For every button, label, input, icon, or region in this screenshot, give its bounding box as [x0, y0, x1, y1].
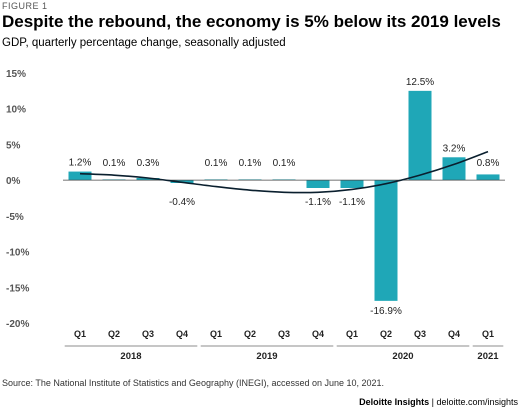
data-label: -16.9% [370, 306, 402, 317]
x-tick-label: Q3 [142, 329, 154, 339]
data-label: 1.2% [69, 158, 92, 169]
chart-subtitle: GDP, quarterly percentage change, season… [2, 37, 286, 49]
data-label: 3.2% [443, 143, 466, 154]
bar [476, 174, 500, 181]
data-label: 0.8% [477, 158, 500, 169]
data-label: -1.1% [305, 197, 331, 208]
x-tick-label: Q1 [74, 329, 86, 339]
data-label: 0.1% [273, 158, 296, 169]
credit-url: deloitte.com/insights [436, 397, 518, 407]
x-tick-label: Q2 [244, 329, 256, 339]
bar [68, 171, 92, 181]
year-label: 2018 [120, 351, 141, 362]
data-label: 0.1% [103, 158, 126, 169]
bar [306, 180, 330, 188]
y-tick-label: 10% [6, 105, 26, 116]
data-label: 0.1% [205, 158, 228, 169]
data-label: -1.1% [339, 197, 365, 208]
source-note: Source: The National Institute of Statis… [2, 378, 385, 388]
x-tick-label: Q1 [346, 329, 358, 339]
data-label: 12.5% [406, 77, 434, 88]
credit-line: Deloitte Insights | deloitte.com/insight… [359, 397, 518, 407]
data-label: 0.3% [137, 158, 160, 169]
x-tick-label: Q3 [278, 329, 290, 339]
y-tick-label: -5% [6, 212, 24, 223]
y-tick-label: 5% [6, 140, 21, 151]
bar [408, 90, 432, 181]
y-tick-label: 15% [6, 69, 26, 80]
bar [340, 180, 364, 188]
x-tick-label: Q3 [414, 329, 426, 339]
y-tick-label: -20% [6, 319, 29, 330]
x-tick-label: Q1 [482, 329, 494, 339]
chart-title: Despite the rebound, the economy is 5% b… [2, 12, 501, 31]
bar [136, 178, 160, 181]
x-tick-label: Q1 [210, 329, 222, 339]
year-label: 2021 [477, 351, 499, 362]
year-label: 2020 [392, 351, 413, 362]
y-tick-label: -10% [6, 248, 29, 259]
figure-label: FIGURE 1 [2, 1, 48, 11]
y-tick-label: -15% [6, 283, 29, 294]
credit-brand: Deloitte Insights [359, 397, 430, 407]
data-label: -0.4% [169, 197, 195, 208]
x-tick-label: Q2 [108, 329, 120, 339]
x-tick-label: Q4 [448, 329, 460, 339]
x-tick-label: Q2 [380, 329, 392, 339]
y-tick-label: 0% [6, 176, 21, 187]
x-tick-label: Q4 [312, 329, 324, 339]
credit-separator: | [429, 397, 437, 407]
year-label: 2019 [256, 351, 277, 362]
bar [374, 180, 398, 301]
trend-line [79, 150, 489, 194]
x-tick-label: Q4 [176, 329, 188, 339]
data-label: 0.1% [239, 158, 262, 169]
